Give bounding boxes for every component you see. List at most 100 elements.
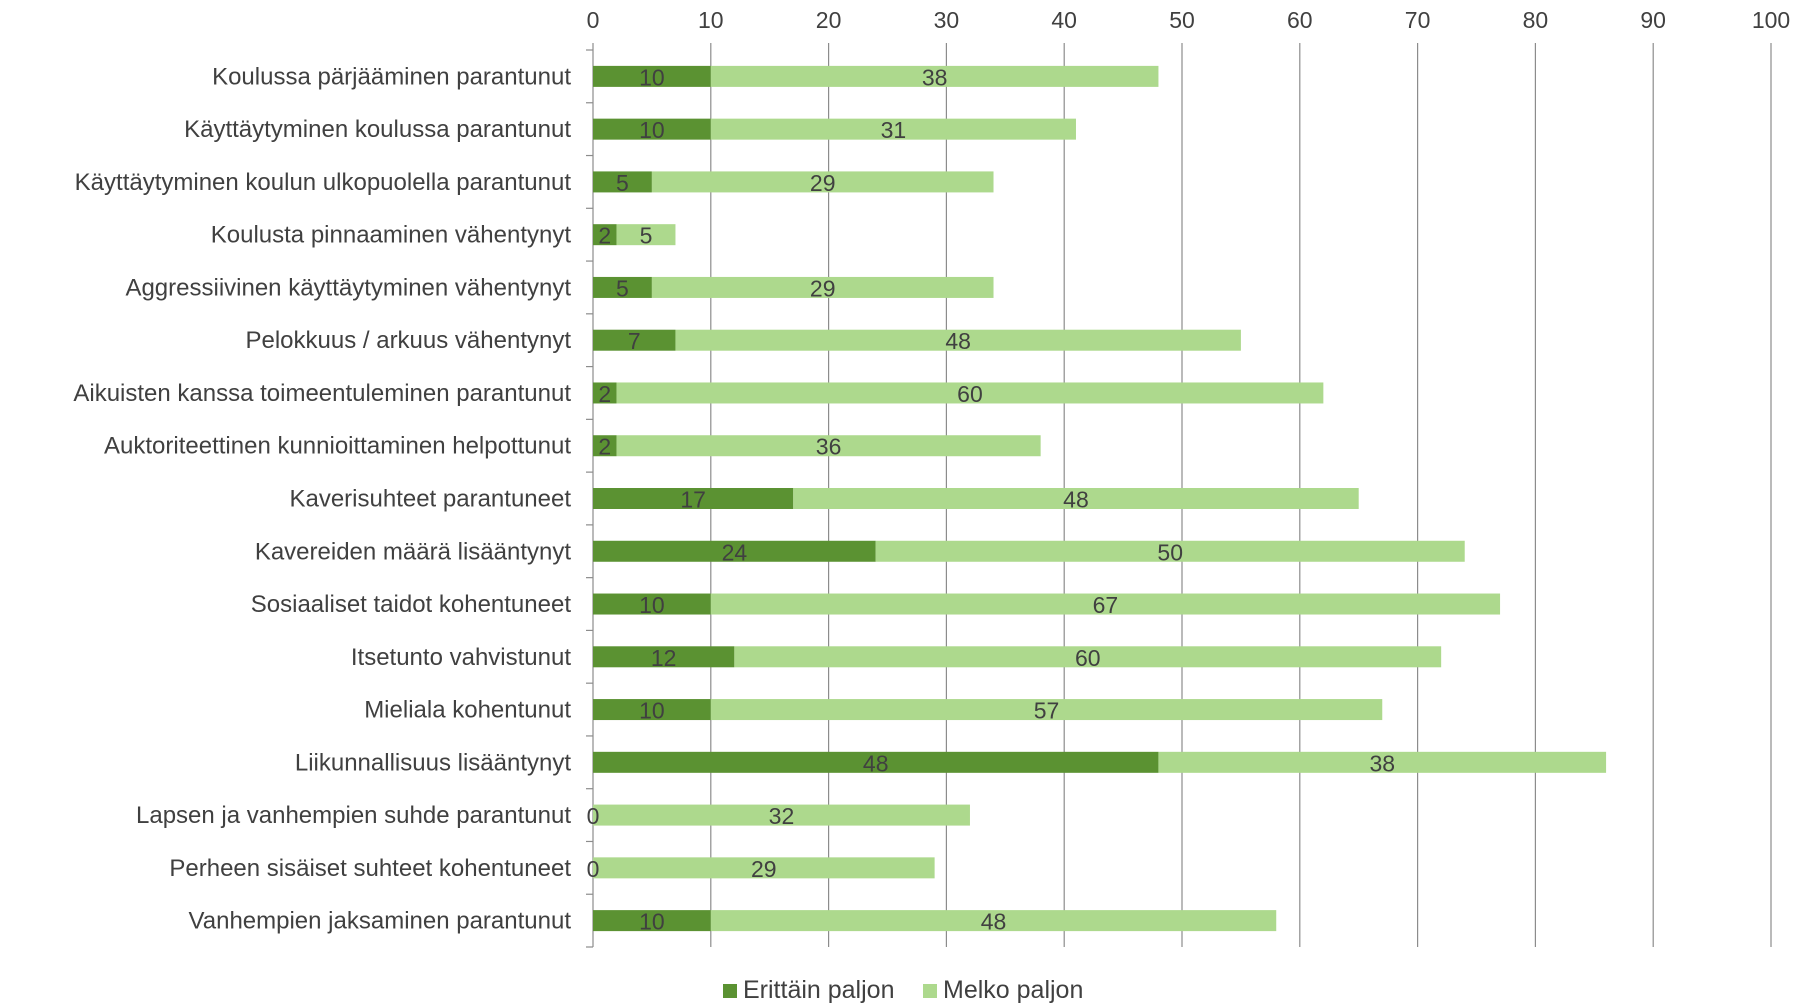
category-label: Kavereiden määrä lisääntynyt [255, 538, 572, 565]
bar-melko-paljon [710, 910, 1277, 932]
data-label: 60 [1075, 645, 1101, 671]
bar-erittain-paljon [593, 224, 617, 246]
data-label: 5 [640, 223, 653, 249]
x-tick-label: 70 [1405, 7, 1431, 33]
bar-melko-paljon [710, 65, 1159, 87]
data-label: 48 [945, 328, 971, 354]
bar-erittain-paljon [593, 646, 735, 668]
bar-erittain-paljon [593, 435, 617, 457]
bar-melko-paljon [616, 224, 676, 246]
bar-melko-paljon [1158, 751, 1607, 773]
x-tick-label: 10 [698, 7, 724, 33]
data-label: 29 [751, 856, 777, 882]
legend-swatch [723, 984, 737, 998]
category-label: Mieliala kohentunut [364, 697, 571, 724]
data-label: 10 [639, 64, 665, 90]
bar-erittain-paljon [593, 65, 711, 87]
bar-melko-paljon [616, 382, 1324, 404]
data-label: 10 [639, 698, 665, 724]
bar-melko-paljon [616, 435, 1041, 457]
bar-melko-paljon [734, 646, 1442, 668]
x-tick-label: 50 [1169, 7, 1195, 33]
bar-erittain-paljon [593, 910, 711, 932]
x-tick-label: 0 [587, 7, 600, 33]
legend-label: Melko paljon [943, 976, 1083, 1004]
x-tick-label: 60 [1287, 7, 1313, 33]
bar-erittain-paljon [593, 329, 676, 351]
data-label: 7 [628, 328, 641, 354]
data-label: 48 [981, 909, 1007, 935]
data-label: 12 [651, 645, 677, 671]
x-tick-label: 40 [1051, 7, 1077, 33]
legend: Erittäin paljon Melko paljon [723, 976, 1083, 1004]
data-label: 50 [1157, 539, 1183, 565]
data-label: 38 [922, 64, 948, 90]
labels: Koulussa pärjääminen parantunut 10 38 Käytt… [73, 63, 1395, 934]
category-label: Kaverisuhteet parantuneet [289, 486, 571, 513]
axes: 0 10 20 30 40 50 60 70 80 90 100 [586, 7, 1790, 948]
category-label: Vanhempien jaksaminen parantunut [189, 908, 572, 935]
bar-erittain-paljon [593, 118, 711, 140]
category-label: Koulusta pinnaaminen vähentynyt [211, 222, 572, 249]
category-label: Koulussa pärjääminen parantunut [212, 63, 571, 90]
data-label: 60 [957, 381, 983, 407]
category-label: Sosiaaliset taidot kohentuneet [251, 591, 572, 618]
data-label: 48 [1063, 487, 1089, 513]
data-label: 5 [616, 170, 629, 196]
category-label: Aikuisten kanssa toimeentuleminen parant… [73, 380, 571, 407]
category-label: Käyttäytyminen koulussa parantunut [184, 116, 571, 143]
data-label: 29 [810, 275, 836, 301]
legend-label: Erittäin paljon [743, 976, 894, 1004]
data-label: 31 [881, 117, 907, 143]
data-label: 0 [587, 803, 600, 829]
data-label: 17 [680, 487, 706, 513]
category-label: Liikunnallisuus lisääntynyt [295, 749, 571, 776]
category-label: Itsetunto vahvistunut [351, 644, 571, 671]
data-label: 2 [598, 434, 611, 460]
data-label: 10 [639, 592, 665, 618]
bar-melko-paljon [593, 804, 970, 826]
data-label: 2 [598, 381, 611, 407]
bar-erittain-paljon [593, 171, 652, 193]
bar-erittain-paljon [593, 382, 617, 404]
data-label: 57 [1034, 698, 1060, 724]
data-label: 0 [587, 856, 600, 882]
category-label: Aggressiivinen käyttäytyminen vähentynyt [125, 274, 571, 301]
category-label: Auktoriteettinen kunnioittaminen helpott… [104, 433, 571, 460]
data-label: 2 [598, 223, 611, 249]
bar-melko-paljon [675, 329, 1241, 351]
data-label: 38 [1369, 750, 1395, 776]
data-label: 10 [639, 909, 665, 935]
bar-erittain-paljon [593, 751, 1159, 773]
bar-erittain-paljon [593, 488, 794, 509]
bar-melko-paljon [651, 171, 994, 193]
bars [593, 65, 1607, 932]
data-label: 29 [810, 170, 836, 196]
data-label: 36 [816, 434, 842, 460]
bar-melko-paljon [793, 488, 1359, 509]
bar-melko-paljon [710, 118, 1076, 140]
category-label: Perheen sisäiset suhteet kohentuneet [169, 855, 571, 882]
bar-melko-paljon [710, 699, 1383, 721]
x-tick-label: 80 [1523, 7, 1549, 33]
bar-melko-paljon [875, 540, 1465, 562]
data-label: 24 [722, 539, 748, 565]
bar-erittain-paljon [593, 593, 711, 615]
bar-melko-paljon [593, 857, 935, 879]
x-tick-label: 20 [816, 7, 842, 33]
category-label: Pelokkuus / arkuus vähentynyt [245, 327, 571, 354]
bar-melko-paljon [651, 276, 994, 298]
bar-erittain-paljon [593, 276, 652, 298]
bar-melko-paljon [710, 593, 1501, 615]
data-label: 32 [769, 803, 795, 829]
x-tick-label: 90 [1640, 7, 1666, 33]
x-tick-label: 100 [1752, 7, 1790, 33]
category-label: Käyttäytyminen koulun ulkopuolella paran… [75, 169, 572, 196]
bar-erittain-paljon [593, 540, 876, 562]
x-tick-label: 30 [934, 7, 960, 33]
data-label: 67 [1093, 592, 1119, 618]
bar-erittain-paljon [593, 699, 711, 721]
data-label: 5 [616, 275, 629, 301]
category-label: Lapsen ja vanhempien suhde parantunut [136, 802, 571, 829]
